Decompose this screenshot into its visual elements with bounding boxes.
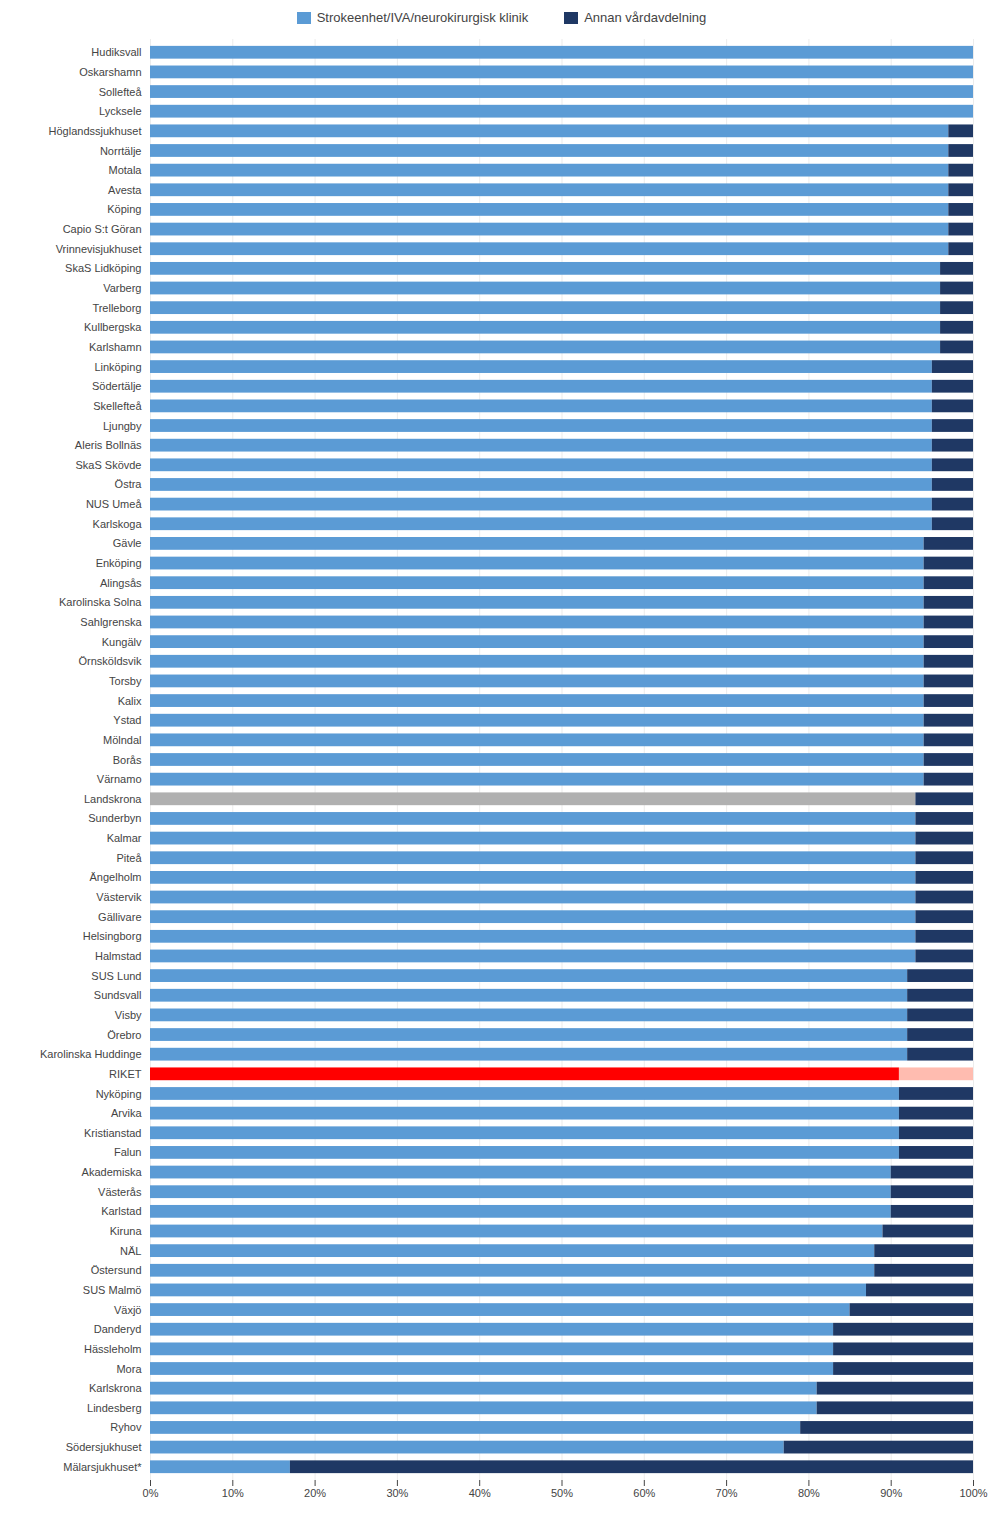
svg-text:Höglandssjukhuset: Höglandssjukhuset bbox=[49, 125, 142, 137]
svg-text:Karolinska Huddinge: Karolinska Huddinge bbox=[40, 1048, 142, 1060]
svg-text:Lindesberg: Lindesberg bbox=[87, 1402, 141, 1414]
svg-text:Ängelholm: Ängelholm bbox=[90, 871, 142, 883]
svg-text:Kristianstad: Kristianstad bbox=[84, 1127, 141, 1139]
html-text:Annan vårdavdelning: Annan vårdavdelning bbox=[584, 10, 707, 25]
svg-text:Hässleholm: Hässleholm bbox=[84, 1343, 141, 1355]
svg-text:Karolinska Solna: Karolinska Solna bbox=[59, 596, 142, 608]
svg-text:Kullbergska: Kullbergska bbox=[84, 321, 142, 333]
svg-text:Aleris Bollnäs: Aleris Bollnäs bbox=[75, 439, 142, 451]
svg-text:Ystad: Ystad bbox=[113, 714, 141, 726]
svg-text:70%: 70% bbox=[716, 1487, 738, 1499]
svg-text:Ljungby: Ljungby bbox=[103, 420, 142, 432]
svg-text:Piteå: Piteå bbox=[116, 852, 142, 864]
svg-text:Sundsvall: Sundsvall bbox=[94, 989, 142, 1001]
svg-text:Trelleborg: Trelleborg bbox=[92, 302, 141, 314]
svg-text:Södertälje: Södertälje bbox=[92, 380, 142, 392]
svg-text:Sollefteå: Sollefteå bbox=[99, 86, 143, 98]
svg-text:Enköping: Enköping bbox=[96, 557, 142, 569]
svg-text:Kiruna: Kiruna bbox=[110, 1225, 143, 1237]
svg-text:40%: 40% bbox=[469, 1487, 491, 1499]
svg-text:Örnsköldsvik: Örnsköldsvik bbox=[79, 655, 142, 667]
svg-text:Kungälv: Kungälv bbox=[102, 636, 142, 648]
svg-text:Västerås: Västerås bbox=[98, 1186, 142, 1198]
svg-text:Danderyd: Danderyd bbox=[94, 1323, 142, 1335]
svg-text:Örebro: Örebro bbox=[107, 1029, 141, 1041]
svg-text:50%: 50% bbox=[551, 1487, 573, 1499]
svg-text:Arvika: Arvika bbox=[111, 1107, 142, 1119]
svg-text:10%: 10% bbox=[222, 1487, 244, 1499]
svg-text:20%: 20% bbox=[304, 1487, 326, 1499]
svg-text:Karlskoga: Karlskoga bbox=[93, 518, 143, 530]
svg-text:Växjö: Växjö bbox=[114, 1304, 142, 1316]
svg-text:Karlskrona: Karlskrona bbox=[89, 1382, 142, 1394]
svg-text:Västervik: Västervik bbox=[96, 891, 142, 903]
svg-text:Nyköping: Nyköping bbox=[96, 1087, 142, 1099]
svg-text:Mora: Mora bbox=[116, 1363, 142, 1375]
svg-text:Alingsås: Alingsås bbox=[100, 577, 142, 589]
svg-text:90%: 90% bbox=[880, 1487, 902, 1499]
svg-text:Torsby: Torsby bbox=[109, 675, 142, 687]
svg-text:SkaS Lidköping: SkaS Lidköping bbox=[65, 262, 141, 274]
svg-text:Landskrona: Landskrona bbox=[84, 793, 142, 805]
svg-text:Södersjukhuset: Södersjukhuset bbox=[66, 1441, 142, 1453]
svg-text:Östersund: Östersund bbox=[91, 1264, 142, 1276]
svg-text:Halmstad: Halmstad bbox=[95, 950, 141, 962]
svg-text:Oskarshamn: Oskarshamn bbox=[79, 66, 141, 78]
svg-text:Kalmar: Kalmar bbox=[107, 832, 142, 844]
svg-text:Visby: Visby bbox=[115, 1009, 142, 1021]
svg-text:Kalix: Kalix bbox=[118, 695, 142, 707]
svg-text:NUS Umeå: NUS Umeå bbox=[86, 498, 143, 510]
svg-text:Avesta: Avesta bbox=[108, 184, 142, 196]
svg-text:Vrinnevisjukhuset: Vrinnevisjukhuset bbox=[56, 243, 142, 255]
svg-text:Sunderbyn: Sunderbyn bbox=[88, 812, 141, 824]
svg-text:30%: 30% bbox=[386, 1487, 408, 1499]
svg-text:Gävle: Gävle bbox=[113, 537, 142, 549]
svg-text:Motala: Motala bbox=[108, 164, 142, 176]
svg-text:Varberg: Varberg bbox=[103, 282, 141, 294]
svg-text:Akademiska: Akademiska bbox=[82, 1166, 143, 1178]
svg-text:Mölndal: Mölndal bbox=[103, 734, 142, 746]
svg-text:Linköping: Linköping bbox=[94, 361, 141, 373]
svg-text:SkaS Skövde: SkaS Skövde bbox=[75, 459, 141, 471]
svg-text:Sahlgrenska: Sahlgrenska bbox=[80, 616, 142, 628]
svg-text:Hudiksvall: Hudiksvall bbox=[91, 46, 141, 58]
svg-text:Mälarsjukhuset*: Mälarsjukhuset* bbox=[63, 1461, 142, 1473]
svg-text:Capio S:t Göran: Capio S:t Göran bbox=[63, 223, 142, 235]
svg-text:Borås: Borås bbox=[113, 754, 142, 766]
svg-text:Ryhov: Ryhov bbox=[110, 1421, 142, 1433]
svg-text:Helsingborg: Helsingborg bbox=[83, 930, 142, 942]
svg-text:Gällivare: Gällivare bbox=[98, 911, 141, 923]
svg-text:Falun: Falun bbox=[114, 1146, 142, 1158]
svg-text:SUS Lund: SUS Lund bbox=[91, 970, 141, 982]
svg-text:Värnamo: Värnamo bbox=[97, 773, 142, 785]
svg-text:SUS Malmö: SUS Malmö bbox=[83, 1284, 142, 1296]
svg-text:60%: 60% bbox=[633, 1487, 655, 1499]
svg-text:RIKET: RIKET bbox=[109, 1068, 142, 1080]
svg-text:Köping: Köping bbox=[107, 203, 141, 215]
html-text:Strokeenhet/IVA/neurokirurgisk: Strokeenhet/IVA/neurokirurgisk klinik bbox=[316, 10, 529, 25]
svg-text:100%: 100% bbox=[959, 1487, 987, 1499]
svg-text:0%: 0% bbox=[143, 1487, 159, 1499]
svg-text:Östra: Östra bbox=[115, 478, 143, 490]
svg-text:80%: 80% bbox=[798, 1487, 820, 1499]
svg-text:Karlstad: Karlstad bbox=[101, 1205, 141, 1217]
svg-text:NÄL: NÄL bbox=[120, 1245, 141, 1257]
svg-text:Norrtälje: Norrtälje bbox=[100, 145, 142, 157]
svg-text:Lycksele: Lycksele bbox=[99, 105, 141, 117]
svg-text:Karlshamn: Karlshamn bbox=[89, 341, 142, 353]
svg-text:Skellefteå: Skellefteå bbox=[93, 400, 142, 412]
